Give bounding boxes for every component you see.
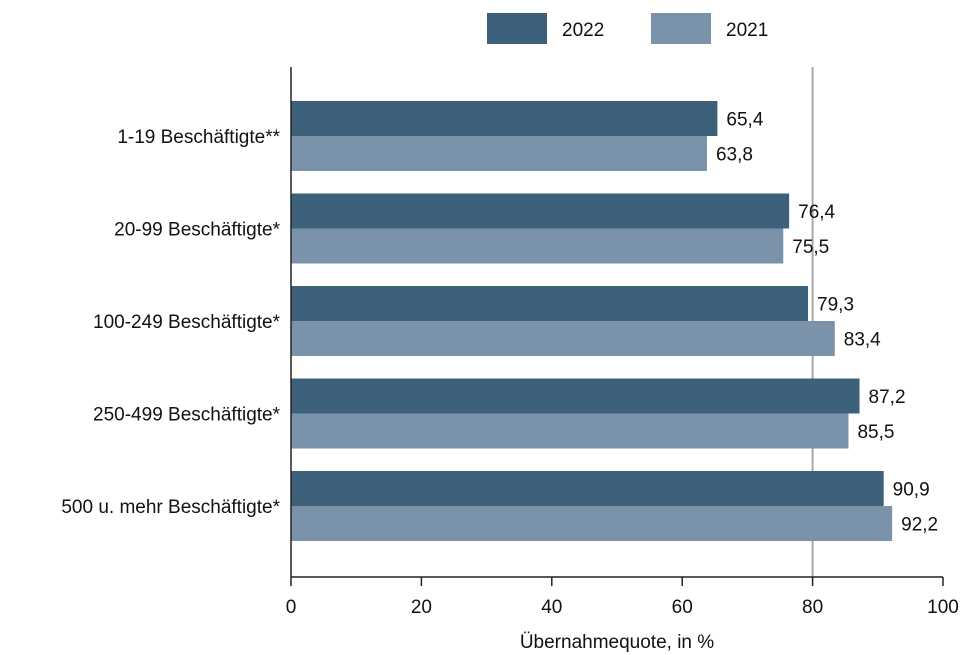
bars (291, 101, 893, 541)
bar-2022-4 (291, 378, 860, 414)
value-label-2022-5: 90,9 (893, 480, 930, 501)
labels: 65,4 63,8 1-19 Beschäftigte** 76,4 75,5 20-99… (61, 110, 938, 536)
x-tick-label-20: 20 (411, 597, 432, 618)
value-label-2021-4: 85,5 (857, 422, 894, 443)
category-label-1: 1-19 Beschäftigte** (117, 127, 280, 148)
value-label-2021-5: 92,2 (901, 515, 938, 536)
axes: 0 20 40 60 80 100 (286, 67, 959, 618)
bar-2022-1 (291, 101, 718, 136)
legend-label-2022: 2022 (562, 20, 604, 41)
value-label-2022-1: 65,4 (726, 110, 763, 131)
legend-swatch-2022 (487, 13, 547, 44)
category-label-2: 20-99 Beschäftigte* (114, 220, 280, 241)
legend: 2022 2021 (487, 13, 768, 44)
value-label-2022-4: 87,2 (869, 387, 906, 408)
bar-2022-3 (291, 286, 809, 321)
value-label-2022-3: 79,3 (817, 295, 854, 316)
x-tick-label-60: 60 (672, 597, 693, 618)
bar-2021-1 (291, 136, 707, 171)
x-axis-title: Übernahmequote, in % (520, 632, 714, 653)
x-tick-label-100: 100 (927, 597, 959, 618)
bar-2021-4 (291, 413, 849, 449)
category-label-3: 100-249 Beschäftigte* (93, 312, 281, 333)
bar-2021-2 (291, 228, 784, 264)
value-label-2022-2: 76,4 (798, 202, 835, 223)
value-label-2021-1: 63,8 (716, 145, 753, 166)
value-label-2021-3: 83,4 (844, 330, 881, 351)
category-label-5: 500 u. mehr Beschäftigte* (61, 497, 280, 518)
legend-label-2021: 2021 (726, 20, 768, 41)
legend-swatch-2021 (651, 13, 711, 44)
category-label-4: 250-499 Beschäftigte* (93, 405, 281, 426)
x-tick-label-80: 80 (802, 597, 823, 618)
bar-2021-3 (291, 321, 835, 356)
x-tick-label-40: 40 (541, 597, 562, 618)
x-tick-label-0: 0 (286, 597, 297, 618)
value-label-2021-2: 75,5 (792, 237, 829, 258)
bar-2021-5 (291, 506, 893, 541)
bar-2022-5 (291, 471, 884, 506)
bar-2022-2 (291, 193, 790, 229)
